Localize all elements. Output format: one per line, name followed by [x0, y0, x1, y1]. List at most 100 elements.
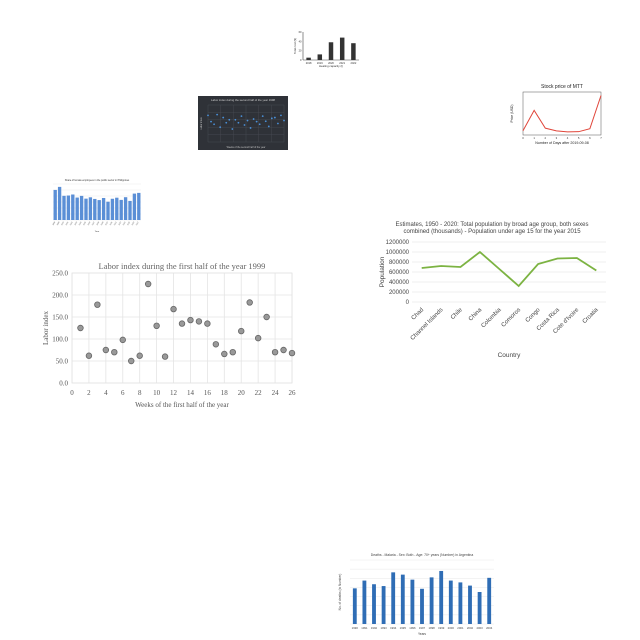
bar — [420, 588, 424, 624]
x-tick-label: 2017 — [136, 222, 140, 226]
x-tick-label: 22 — [255, 389, 263, 397]
bar — [400, 574, 405, 624]
x-tick-label: Comoros — [501, 307, 522, 328]
labor-index-scatter-chart: 0 2 4 6 8 10 12 14 16 18 20 22 24 26 0.0 50.0 100.0 150.0… — [38, 256, 300, 412]
bar — [477, 592, 482, 624]
x-tick-label: 0 — [522, 136, 524, 140]
x-tick-label: 2 — [87, 389, 91, 397]
data-point — [283, 119, 285, 122]
data-point — [136, 352, 143, 359]
x-tick-label: 2011 — [110, 222, 114, 226]
bar — [429, 577, 434, 624]
chart-title: Estimates, 1950 - 2020: Total population… — [395, 222, 588, 228]
bar — [468, 585, 472, 624]
bar — [75, 197, 79, 220]
bar — [351, 43, 356, 60]
x-axis-label: Country — [498, 352, 522, 359]
bar — [97, 200, 101, 220]
data-point — [85, 352, 93, 359]
bar — [137, 192, 141, 220]
data-point — [280, 346, 287, 354]
x-tick-label: 2018 — [306, 61, 312, 65]
x-tick-label: 2008 — [96, 222, 100, 226]
x-axis-label: Weeks of the first half of the year — [135, 401, 229, 409]
data-point — [246, 119, 249, 122]
y-axis-label: No. of deaths (in Number) — [338, 574, 342, 611]
bar — [62, 195, 66, 220]
x-tick-label: 1995 — [400, 626, 407, 630]
y-axis-label: Labor index — [200, 116, 203, 129]
x-tick-label: 2021 — [339, 61, 345, 65]
y-axis-label: Population — [379, 256, 386, 287]
x-tick-label: Colombia — [481, 307, 504, 330]
x-tick-label: 1998 — [428, 626, 435, 630]
bar — [53, 189, 57, 220]
bar — [128, 200, 132, 220]
y-tick-label: 50.0 — [56, 358, 69, 366]
x-tick-label: 2022 — [351, 61, 357, 65]
bar — [66, 195, 71, 220]
data-point — [225, 121, 228, 124]
x-tick-label: 2013 — [118, 222, 122, 226]
data-point — [153, 322, 160, 329]
x-tick-label: 2 — [545, 136, 547, 140]
x-axis-label: Years — [418, 632, 426, 636]
data-point — [219, 126, 222, 129]
data-point — [243, 124, 246, 126]
bar — [123, 197, 128, 220]
chart-title: Labor index during the second half of th… — [211, 98, 275, 102]
y-tick-label: 20 — [299, 49, 302, 53]
x-tick-label: 14 — [187, 389, 195, 397]
x-tick-label: 1997 — [419, 626, 426, 630]
data-point — [94, 301, 101, 308]
x-tick-label: Congo — [525, 307, 542, 324]
data-point — [207, 114, 209, 117]
bar — [328, 42, 334, 60]
x-tick-label: 2006 — [88, 222, 92, 226]
x-tick-label: Chad — [411, 307, 425, 321]
x-tick-label: 8 — [138, 389, 142, 397]
x-axis-label: Number of Days after 2019-09-08 — [535, 141, 589, 145]
bar — [88, 197, 93, 220]
stock-line-chart: 0 1 2 3 4 5 6 7 Stock price of MTT Number of Days… — [505, 80, 605, 150]
y-tick-label: 200.0 — [52, 292, 68, 300]
y-tick-label: 1200000 — [386, 240, 410, 246]
data-point — [187, 316, 194, 324]
data-point — [161, 353, 169, 360]
x-tick-label: 2009 — [101, 222, 105, 226]
data-point — [288, 349, 296, 357]
bar — [306, 57, 311, 60]
x-tick-label: 1994 — [390, 626, 397, 630]
bar — [458, 582, 463, 624]
data-point — [270, 117, 273, 120]
data-point — [277, 122, 279, 125]
dark-scatter-chart: Labor index during the second half of th… — [198, 96, 288, 150]
bar — [106, 201, 110, 220]
x-tick-label: 2004 — [486, 626, 493, 630]
x-tick-label: 1993 — [380, 626, 387, 630]
x-axis-label: Year — [95, 230, 100, 233]
plot-area — [71, 272, 293, 384]
data-point — [240, 115, 243, 117]
x-tick-label: 2002 — [70, 222, 74, 226]
x-tick-label: 2003 — [476, 626, 483, 630]
x-tick-label: 24 — [272, 389, 280, 397]
data-point — [273, 116, 276, 119]
data-point — [77, 324, 84, 332]
x-tick-label: 1999 — [57, 222, 61, 226]
x-tick-label: Chile — [450, 307, 464, 321]
chart-title: Stock price of MTT — [541, 84, 583, 90]
x-tick-label: 2001 — [66, 222, 70, 226]
y-tick-label: 400000 — [389, 280, 410, 286]
x-tick-label: 1998 — [52, 222, 56, 226]
bar — [101, 197, 106, 220]
y-tick-label: 0 — [300, 58, 302, 62]
y-tick-label: 600000 — [389, 270, 410, 276]
data-point — [234, 118, 237, 121]
x-tick-label: 5 — [578, 136, 580, 140]
data-point — [231, 128, 234, 130]
data-point — [264, 120, 267, 123]
x-tick-label: 4 — [567, 136, 569, 140]
data-point — [195, 318, 203, 325]
